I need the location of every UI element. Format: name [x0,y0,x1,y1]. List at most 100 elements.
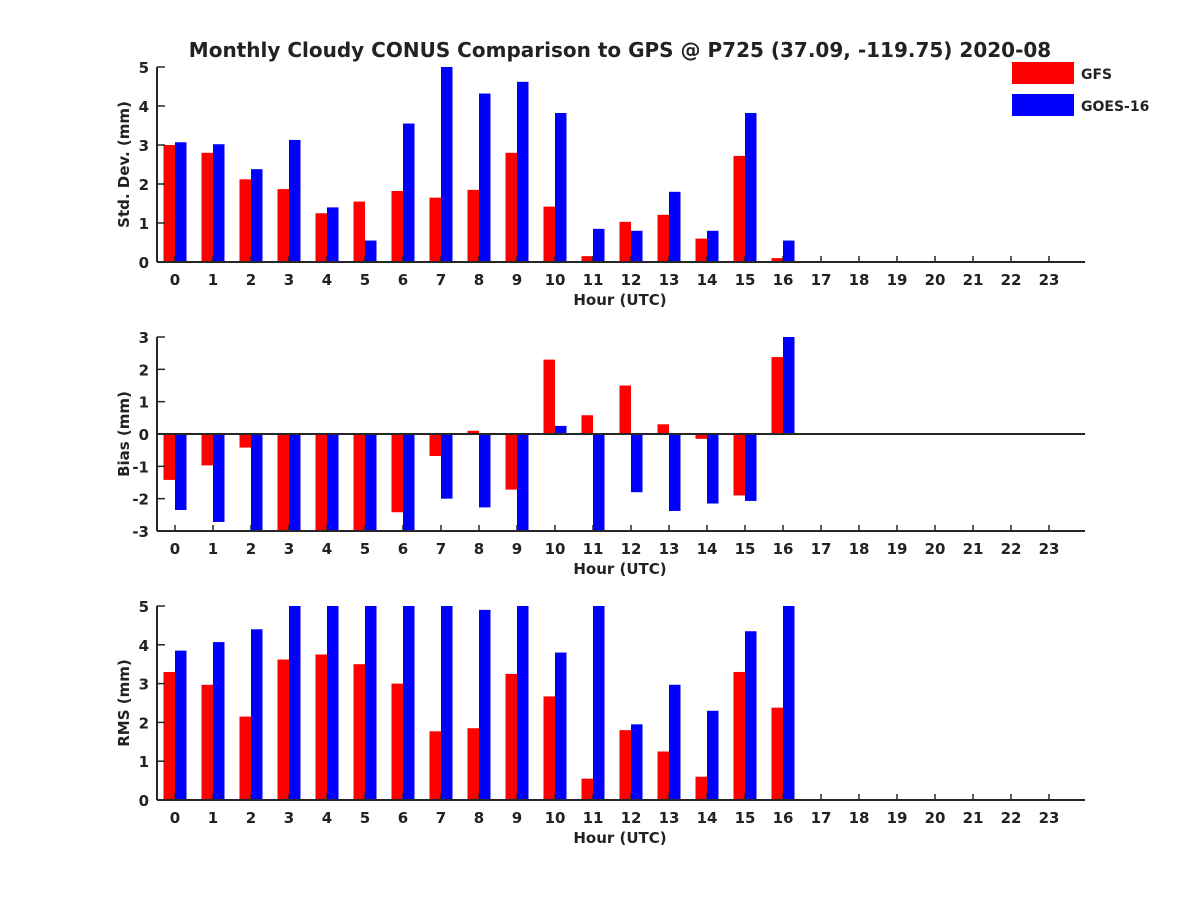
bar-goes16-hour-2 [251,169,263,262]
x-tick-label: 7 [436,540,446,558]
bar-gfs-hour-6 [391,683,403,800]
bar-gfs-hour-0 [163,434,175,480]
bar-goes16-hour-9 [517,606,529,800]
x-tick-label: 8 [474,809,484,827]
bar-gfs-hour-6 [391,191,403,262]
bar-goes16-hour-6 [403,606,415,800]
x-tick-label: 9 [512,271,522,289]
bar-gfs-hour-5 [353,434,365,531]
x-tick-label: 1 [208,540,218,558]
bar-goes16-hour-1 [213,434,225,522]
x-tick-label: 18 [849,809,870,827]
bar-gfs-hour-16 [771,357,783,434]
bar-gfs-hour-12 [619,385,631,434]
x-tick-label: 9 [512,540,522,558]
bar-gfs-hour-8 [467,189,479,262]
x-tick-label: 17 [811,540,832,558]
bar-goes16-hour-14 [707,434,719,504]
x-tick-label: 0 [170,271,180,289]
x-tick-label: 14 [697,540,718,558]
x-tick-label: 3 [284,809,294,827]
x-tick-label: 19 [887,809,908,827]
x-tick-label: 1 [208,271,218,289]
bar-gfs-hour-15 [733,434,745,496]
bar-goes16-hour-0 [175,142,187,262]
bar-goes16-hour-5 [365,606,377,800]
bar-gfs-hour-1 [201,684,213,800]
bar-goes16-hour-12 [631,724,643,800]
bar-goes16-hour-3 [289,606,301,800]
bar-gfs-hour-15 [733,155,745,262]
bar-goes16-hour-6 [403,123,415,262]
x-tick-label: 5 [360,271,370,289]
bar-goes16-hour-4 [327,434,339,531]
x-tick-label: 4 [322,809,332,827]
y-axis-label: Std. Dev. (mm) [115,101,133,228]
bar-goes16-hour-14 [707,230,719,262]
x-tick-label: 14 [697,271,718,289]
bar-gfs-hour-8 [467,430,479,434]
x-tick-label: 8 [474,271,484,289]
bar-goes16-hour-12 [631,434,643,493]
x-tick-label: 16 [773,271,794,289]
y-tick-label: -1 [132,458,149,476]
bar-goes16-hour-5 [365,434,377,531]
x-tick-label: 11 [583,809,604,827]
y-tick-label: 0 [139,792,149,810]
bar-goes16-hour-15 [745,631,757,800]
bar-gfs-hour-16 [771,258,783,262]
x-tick-label: 18 [849,540,870,558]
bar-gfs-hour-2 [239,434,251,448]
x-tick-label: 17 [811,271,832,289]
x-tick-label: 22 [1001,809,1022,827]
legend-label-gfs: GFS [1081,67,1112,83]
bar-gfs-hour-5 [353,664,365,800]
y-tick-label: 0 [139,426,149,444]
bar-goes16-hour-10 [555,652,567,800]
bar-goes16-hour-16 [783,337,795,434]
bar-goes16-hour-7 [441,67,453,262]
x-tick-label: 12 [621,271,642,289]
bar-gfs-hour-4 [315,213,327,262]
bar-gfs-hour-11 [581,415,593,434]
bar-goes16-hour-2 [251,629,263,800]
bar-goes16-hour-3 [289,434,301,531]
x-tick-label: 13 [659,809,680,827]
bar-goes16-hour-15 [745,113,757,263]
x-tick-label: 23 [1039,809,1060,827]
legend-label-goes16: GOES-16 [1081,99,1149,115]
y-tick-label: 3 [139,676,149,694]
x-axis-label: Hour (UTC) [573,829,666,847]
bar-goes16-hour-13 [669,684,681,800]
bar-gfs-hour-7 [429,731,441,800]
bar-goes16-hour-2 [251,434,263,531]
bar-gfs-hour-7 [429,434,441,456]
bar-goes16-hour-1 [213,642,225,800]
x-tick-label: 14 [697,809,718,827]
bar-gfs-hour-4 [315,654,327,800]
y-tick-label: 3 [139,137,149,155]
y-tick-label: 4 [139,98,149,116]
x-axis-label: Hour (UTC) [573,560,666,578]
bar-gfs-hour-2 [239,179,251,262]
bar-goes16-hour-8 [479,434,491,508]
bar-goes16-hour-13 [669,434,681,511]
bar-goes16-hour-0 [175,650,187,800]
y-tick-label: 1 [139,394,149,412]
x-tick-label: 23 [1039,540,1060,558]
bar-goes16-hour-1 [213,144,225,262]
bar-gfs-hour-10 [543,696,555,800]
bar-goes16-hour-14 [707,710,719,800]
x-tick-label: 21 [963,540,984,558]
bar-gfs-hour-16 [771,707,783,800]
bar-gfs-hour-14 [695,434,707,439]
legend-swatch-goes16 [1012,94,1074,116]
x-tick-label: 11 [583,540,604,558]
x-tick-label: 12 [621,809,642,827]
x-axis-label: Hour (UTC) [573,291,666,309]
bar-goes16-hour-4 [327,606,339,800]
bar-gfs-hour-13 [657,424,669,434]
x-tick-label: 11 [583,271,604,289]
bar-gfs-hour-5 [353,201,365,262]
bar-gfs-hour-3 [277,659,289,800]
